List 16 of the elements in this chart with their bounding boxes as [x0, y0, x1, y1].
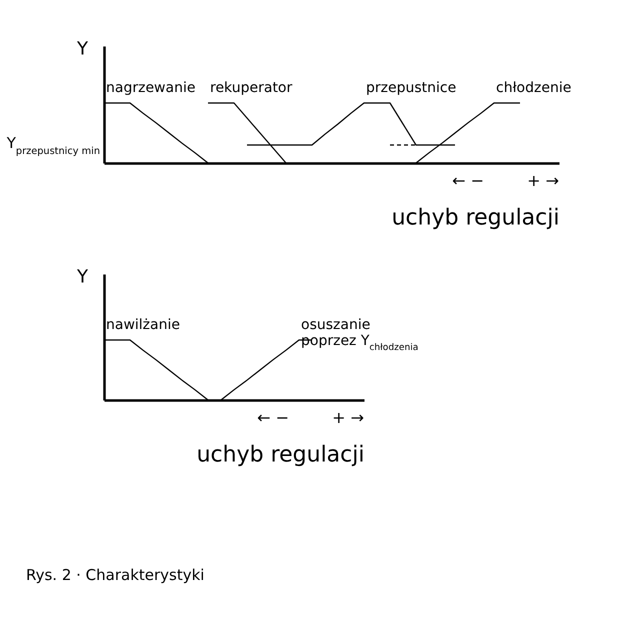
series-label: chłodzenie — [496, 80, 572, 96]
text: ← − — [257, 408, 289, 427]
y-axis-title: Y — [76, 266, 89, 288]
series-label: osuszanie poprzez Y$_{chłodzenia}$ — [301, 317, 418, 353]
text: + → — [332, 408, 364, 427]
series-label: rekuperator — [210, 80, 292, 96]
series-label: nawilżanie — [106, 317, 180, 333]
series-label: nagrzewanie — [106, 80, 196, 96]
text: Rys. 2 · Charakterystyki — [26, 566, 204, 584]
x-axis-title: uchyb regulacji — [196, 442, 364, 468]
text: Y$_{przepustnicy min}$ — [6, 134, 100, 156]
series-label: przepustnice — [366, 80, 456, 96]
text: + → — [527, 171, 559, 190]
text: ← − — [452, 171, 484, 190]
y-axis-title: Y — [76, 38, 89, 60]
x-axis-title: uchyb regulacji — [392, 206, 560, 230]
